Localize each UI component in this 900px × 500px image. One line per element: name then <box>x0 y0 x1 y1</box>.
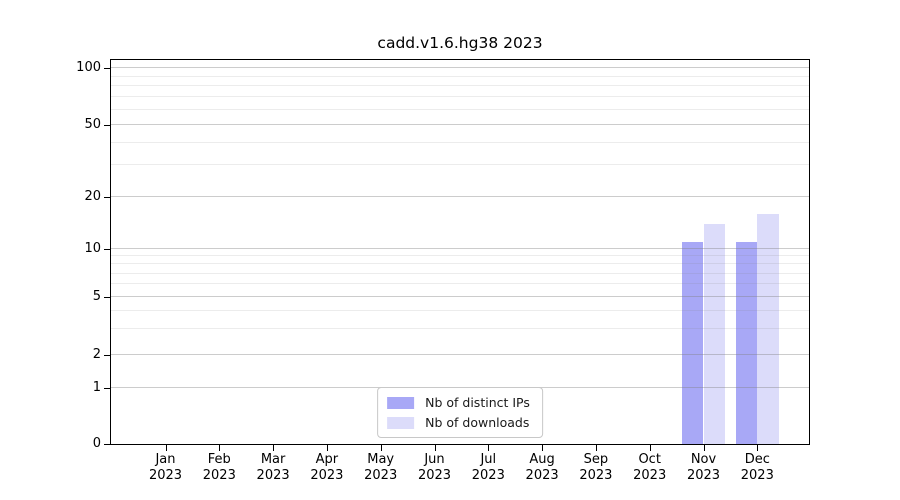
x-tick-month: Apr <box>315 452 339 467</box>
x-tick-label-jul: Jul 2023 <box>446 452 530 483</box>
gridline-minor-4 <box>111 310 809 312</box>
legend-row-distinct-ips: Nb of distinct IPs <box>387 395 530 410</box>
y-tick-label-20: 20 <box>84 189 101 204</box>
y-tick-mark-0 <box>104 444 110 445</box>
gridline-minor-40 <box>111 141 809 143</box>
y-tick-label-2: 2 <box>92 347 101 362</box>
gridline-minor-80 <box>111 85 809 87</box>
x-tick-mark-oct <box>649 445 651 451</box>
bar-nov-distinct-ips <box>681 241 704 444</box>
x-tick-label-dec: Dec 2023 <box>715 452 799 483</box>
gridline-major-20 <box>111 196 809 197</box>
x-tick-label-may: May 2023 <box>339 452 423 483</box>
legend-swatch-downloads <box>387 416 415 429</box>
y-tick-label-100: 100 <box>76 60 101 75</box>
x-tick-mark-feb <box>219 445 221 451</box>
x-tick-month: Aug <box>529 452 555 467</box>
x-tick-year: 2023 <box>686 467 721 483</box>
bar-dec-distinct-ips <box>735 241 758 444</box>
x-tick-label-apr: Apr 2023 <box>285 452 369 483</box>
gridline-major-10 <box>111 248 809 249</box>
x-tick-mark-mar <box>273 445 275 451</box>
x-tick-month: Sep <box>583 452 609 467</box>
x-tick-year: 2023 <box>202 467 236 483</box>
x-tick-mark-jun <box>434 445 436 451</box>
y-tick-mark-100 <box>104 68 110 69</box>
x-tick-year: 2023 <box>364 467 398 483</box>
bar-dec-downloads <box>757 213 780 444</box>
x-tick-month: Mar <box>260 452 286 467</box>
y-tick-label-5: 5 <box>92 289 101 304</box>
x-tick-mark-aug <box>542 445 544 451</box>
x-tick-mark-sep <box>595 445 597 451</box>
x-tick-month: Feb <box>207 452 231 467</box>
x-tick-label-mar: Mar 2023 <box>231 452 315 483</box>
gridline-major-5 <box>111 296 809 297</box>
legend-label-distinct-ips: Nb of distinct IPs <box>425 395 530 410</box>
x-tick-label-sep: Sep 2023 <box>554 452 638 483</box>
x-tick-mark-may <box>380 445 382 451</box>
x-tick-month: Nov <box>690 452 717 467</box>
x-tick-label-oct: Oct 2023 <box>608 452 692 483</box>
gridline-minor-60 <box>111 109 809 111</box>
y-tick-mark-20 <box>104 197 110 198</box>
x-tick-label-jan: Jan 2023 <box>124 452 208 483</box>
gridline-minor-70 <box>111 96 809 98</box>
gridline-minor-90 <box>111 75 809 77</box>
gridline-minor-30 <box>111 164 809 166</box>
x-tick-month: Dec <box>744 452 770 467</box>
gridline-minor-8 <box>111 263 809 265</box>
legend: Nb of distinct IPs Nb of downloads <box>377 387 543 438</box>
x-tick-mark-apr <box>326 445 328 451</box>
x-tick-year: 2023 <box>417 467 452 483</box>
x-tick-mark-jul <box>488 445 490 451</box>
y-tick-mark-10 <box>104 249 110 250</box>
y-tick-label-1: 1 <box>92 380 101 395</box>
y-tick-mark-2 <box>104 355 110 356</box>
x-tick-label-jun: Jun 2023 <box>393 452 477 483</box>
gridline-minor-3 <box>111 328 809 330</box>
bar-nov-downloads <box>703 223 726 444</box>
x-tick-year: 2023 <box>310 467 344 483</box>
x-tick-month: Jan <box>155 452 176 467</box>
x-tick-year: 2023 <box>525 467 559 483</box>
gridline-major-100 <box>111 67 809 68</box>
x-tick-year: 2023 <box>471 467 505 483</box>
x-tick-month: Oct <box>638 452 661 467</box>
x-tick-mark-jan <box>165 445 167 451</box>
x-tick-year: 2023 <box>256 467 290 483</box>
x-tick-mark-dec <box>757 445 759 451</box>
x-tick-month: May <box>367 452 395 467</box>
y-tick-label-10: 10 <box>84 241 101 256</box>
x-tick-year: 2023 <box>148 467 183 483</box>
gridline-minor-6 <box>111 283 809 285</box>
legend-swatch-distinct-ips <box>387 396 415 409</box>
gridline-major-2 <box>111 354 809 355</box>
y-tick-label-0: 0 <box>92 436 101 451</box>
y-tick-mark-50 <box>104 125 110 126</box>
x-tick-year: 2023 <box>740 467 774 483</box>
x-tick-mark-nov <box>703 445 705 451</box>
x-tick-year: 2023 <box>633 467 667 483</box>
y-tick-mark-1 <box>104 388 110 389</box>
chart-title: cadd.v1.6.hg38 2023 <box>377 34 543 52</box>
gridline-minor-9 <box>111 255 809 257</box>
x-tick-label-aug: Aug 2023 <box>500 452 584 483</box>
x-tick-month: Jul <box>480 452 497 467</box>
plot-area: Nb of distinct IPs Nb of downloads <box>110 59 810 445</box>
gridline-major-50 <box>111 124 809 125</box>
x-tick-label-nov: Nov 2023 <box>662 452 746 483</box>
gridline-minor-7 <box>111 272 809 274</box>
y-tick-mark-5 <box>104 297 110 298</box>
x-tick-label-feb: Feb 2023 <box>177 452 261 483</box>
y-tick-label-50: 50 <box>84 117 101 132</box>
x-tick-year: 2023 <box>579 467 613 483</box>
x-tick-month: Jun <box>424 452 445 467</box>
legend-row-downloads: Nb of downloads <box>387 415 530 430</box>
legend-label-downloads: Nb of downloads <box>425 415 530 430</box>
